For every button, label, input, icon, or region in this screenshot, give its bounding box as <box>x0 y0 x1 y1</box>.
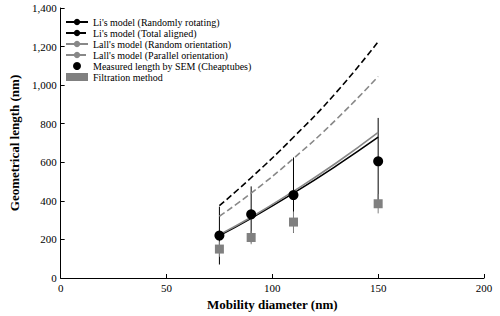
svg-text:1,200: 1,200 <box>32 41 57 53</box>
svg-text:100: 100 <box>264 282 281 294</box>
svg-text:50: 50 <box>161 282 173 294</box>
svg-text:0: 0 <box>51 272 57 284</box>
svg-text:Lall's model (Random orientati: Lall's model (Random orientation) <box>93 38 232 50</box>
svg-text:200: 200 <box>40 233 57 245</box>
svg-text:Geometrical length (nm): Geometrical length (nm) <box>7 75 22 211</box>
svg-text:1,400: 1,400 <box>32 2 57 14</box>
svg-text:400: 400 <box>40 195 57 207</box>
svg-text:Li's model (Total aligned): Li's model (Total aligned) <box>93 27 197 39</box>
svg-text:600: 600 <box>40 156 57 168</box>
svg-text:Mobility diameter (nm): Mobility diameter (nm) <box>207 297 337 312</box>
svg-text:Lall's model (Parallel orienta: Lall's model (Parallel orientation) <box>93 49 228 61</box>
svg-text:200: 200 <box>476 282 493 294</box>
svg-text:Measured length by SEM (Cheapt: Measured length by SEM (Cheaptubes) <box>93 60 252 72</box>
svg-text:150: 150 <box>370 282 387 294</box>
svg-text:1,000: 1,000 <box>32 79 57 91</box>
svg-text:800: 800 <box>40 118 57 130</box>
svg-text:Filtration method: Filtration method <box>93 72 163 83</box>
svg-text:0: 0 <box>58 282 64 294</box>
svg-text:Li's model (Randomly rotating): Li's model (Randomly rotating) <box>93 16 220 28</box>
